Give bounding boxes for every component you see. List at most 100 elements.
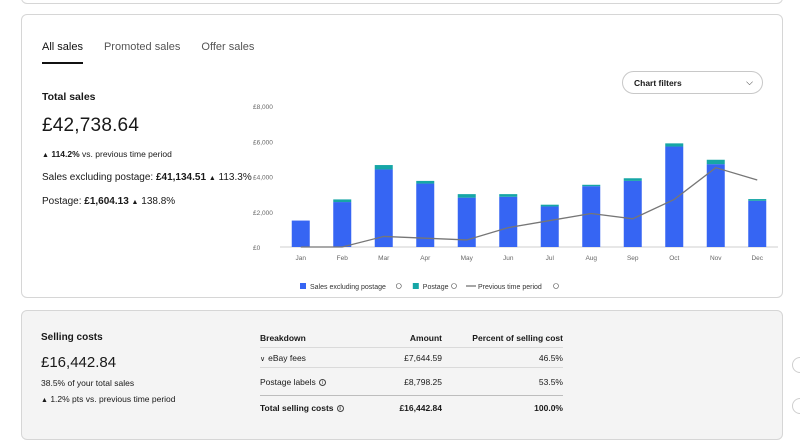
row-label: eBay fees [268, 352, 306, 363]
legend-label: Previous time period [478, 284, 542, 291]
info-icon [451, 283, 457, 289]
header-amount: Amount [409, 333, 442, 343]
table-header: Breakdown Amount Percent of selling cost [260, 329, 563, 348]
bar-sales-excl-postage [706, 164, 725, 247]
table-row-ebay-fees[interactable]: ∨ eBay fees £7,644.59 46.5% [260, 348, 563, 368]
bar-sales-excl-postage [540, 206, 559, 247]
bar-sales-excl-postage [374, 169, 393, 247]
x-tick-label: Jan [296, 255, 307, 262]
bar-postage [540, 204, 559, 207]
tab-all-sales[interactable]: All sales [42, 41, 83, 64]
bar-postage [374, 165, 393, 170]
bar-postage [706, 159, 725, 165]
x-tick-label: Jul [546, 255, 555, 262]
total-amount: £16,442.84 [399, 403, 442, 413]
x-tick-label: Nov [710, 255, 722, 262]
selling-costs-card: Selling costs £16,442.84 38.5% of your t… [21, 310, 783, 440]
bar-postage [582, 184, 601, 187]
legend-label: Postage [423, 284, 449, 291]
sales-tabs: All sales Promoted sales Offer sales [42, 41, 275, 64]
arrow-up-icon: ▲ [208, 175, 216, 182]
table-row-total: Total selling costs i £16,442.84 100.0% [260, 396, 563, 420]
bar-sales-excl-postage [457, 197, 476, 247]
chart-filters-label: Chart filters [634, 78, 682, 88]
total-sales-value: £42,738.64 [42, 115, 140, 136]
bar-sales-excl-postage [582, 186, 601, 247]
chart-filters-dropdown[interactable]: Chart filters ⌵ [622, 71, 763, 94]
y-tick-label: £2,000 [253, 210, 273, 217]
bar-sales-excl-postage [499, 196, 518, 247]
bar-sales-excl-postage [665, 146, 684, 247]
x-tick-label: Apr [420, 255, 431, 262]
y-tick-label: £8,000 [253, 104, 273, 111]
info-icon [396, 283, 402, 289]
info-icon[interactable]: i [336, 405, 344, 412]
selling-costs-total: £16,442.84 [41, 354, 117, 371]
info-icon [553, 283, 559, 289]
selling-costs-title: Selling costs [41, 332, 103, 343]
y-tick-label: £0 [253, 245, 261, 252]
table-row-postage-labels: Postage labels i £8,798.25 53.5% [260, 368, 563, 396]
arrow-up-icon: ▲ [42, 152, 49, 159]
tab-promoted-sales[interactable]: Promoted sales [103, 41, 181, 53]
sales-summary: Total sales £42,738.64 ▲ 114.2% vs. prev… [42, 91, 252, 207]
x-tick-label: Mar [378, 255, 390, 262]
selling-costs-summary: Selling costs £16,442.84 38.5% of your t… [41, 332, 176, 404]
bar-sales-excl-postage [333, 202, 352, 247]
floating-action-button[interactable] [792, 398, 800, 414]
cost-change-value: 1.2% pts [50, 394, 84, 404]
y-tick-label: £4,000 [253, 175, 273, 182]
previous-card-edge [21, 0, 783, 4]
x-tick-label: Oct [669, 255, 679, 262]
x-tick-label: Dec [751, 255, 763, 262]
arrow-up-icon: ▲ [41, 397, 48, 404]
bar-sales-excl-postage [623, 180, 642, 247]
bar-sales-excl-postage [748, 200, 767, 247]
legend-swatch [300, 283, 306, 289]
bar-postage [623, 178, 642, 181]
selling-costs-percent: 38.5% of your total sales [41, 378, 135, 388]
postage-change: 138.8% [141, 196, 176, 207]
x-tick-label: May [461, 255, 474, 262]
bar-postage [748, 199, 767, 201]
total-percent: 100.0% [534, 403, 563, 413]
sales-card: All sales Promoted sales Offer sales Tot… [21, 14, 783, 298]
x-tick-label: Feb [337, 255, 349, 262]
row-amount: £7,644.59 [404, 352, 442, 363]
row-label: Postage labels [260, 376, 316, 387]
bar-postage [416, 180, 435, 184]
sales-excl-postage: Sales excluding postage: £41,134.51 ▲ 11… [42, 172, 252, 183]
info-icon[interactable]: i [318, 378, 326, 386]
chevron-down-icon: ⌵ [746, 77, 753, 87]
row-amount: £8,798.25 [404, 376, 442, 387]
total-sales-change: ▲ 114.2% vs. previous time period [42, 149, 252, 159]
postage-label: Postage: [42, 196, 85, 207]
x-tick-label: Sep [627, 255, 639, 262]
cost-change-suffix: vs. previous time period [83, 394, 176, 404]
bar-postage [333, 199, 352, 203]
floating-action-button[interactable] [792, 357, 800, 373]
legend-swatch [412, 283, 419, 289]
line-previous-period [300, 166, 758, 248]
change-percent: 114.2% [51, 149, 80, 159]
x-tick-label: Jun [503, 255, 514, 262]
tab-offer-sales[interactable]: Offer sales [201, 41, 255, 53]
bar-postage [499, 194, 518, 197]
bar-sales-excl-postage [416, 183, 435, 247]
selling-costs-change: ▲ 1.2% pts vs. previous time period [41, 394, 176, 404]
excl-label: Sales excluding postage: [42, 172, 156, 183]
chevron-down-icon[interactable]: ∨ [260, 355, 266, 363]
row-percent: 53.5% [538, 376, 563, 387]
bar-postage [457, 194, 476, 198]
total-sales-title: Total sales [42, 91, 96, 103]
sales-bar-chart: £0 £2,000 £4,000 £6,000 £8,000 Jan Feb Mar Apr Ma… [253, 104, 778, 291]
legend-label: Sales excluding postage [310, 284, 386, 291]
total-label: Total selling costs [260, 403, 334, 413]
header-breakdown: Breakdown [260, 333, 306, 343]
bar-sales-excl-postage [291, 220, 310, 247]
excl-change: 113.3% [218, 172, 252, 183]
postage-value: £1,604.13 [84, 196, 129, 207]
arrow-up-icon: ▲ [131, 199, 139, 206]
selling-costs-table: Breakdown Amount Percent of selling cost… [260, 329, 563, 420]
excl-value: £41,134.51 [155, 172, 207, 183]
